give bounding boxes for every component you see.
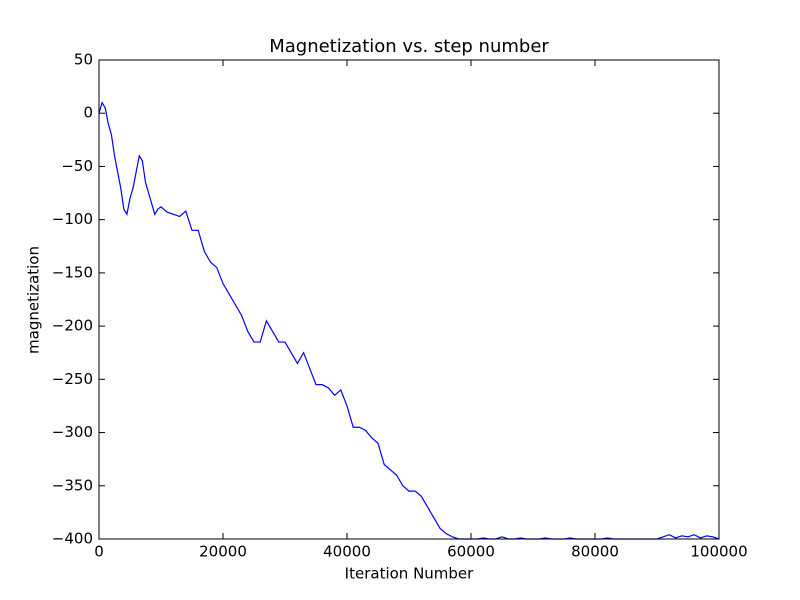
y-tick-label: 0 — [83, 104, 93, 122]
y-tick-label: −250 — [52, 370, 93, 388]
y-tick-label: −300 — [52, 423, 93, 441]
y-tick-label: −400 — [52, 530, 93, 548]
x-tick-label: 0 — [94, 543, 104, 561]
y-tick-label: −350 — [52, 476, 93, 494]
y-tick-label: −100 — [52, 210, 93, 228]
x-tick-label: 20000 — [199, 543, 247, 561]
x-tick-label: 60000 — [447, 543, 495, 561]
x-tick-label: 40000 — [323, 543, 371, 561]
x-tick-label: 80000 — [571, 543, 619, 561]
y-axis-label: magnetization — [25, 246, 43, 354]
x-tick-label: 100000 — [690, 543, 747, 561]
y-tick-label: −50 — [61, 157, 93, 175]
chart-title: Magnetization vs. step number — [269, 36, 549, 57]
y-tick-label: 50 — [74, 51, 93, 69]
plot-frame — [98, 59, 720, 540]
y-tick-label: −150 — [52, 263, 93, 281]
y-tick-label: −200 — [52, 317, 93, 335]
line-series — [98, 101, 720, 540]
x-axis-label: Iteration Number — [345, 565, 474, 583]
